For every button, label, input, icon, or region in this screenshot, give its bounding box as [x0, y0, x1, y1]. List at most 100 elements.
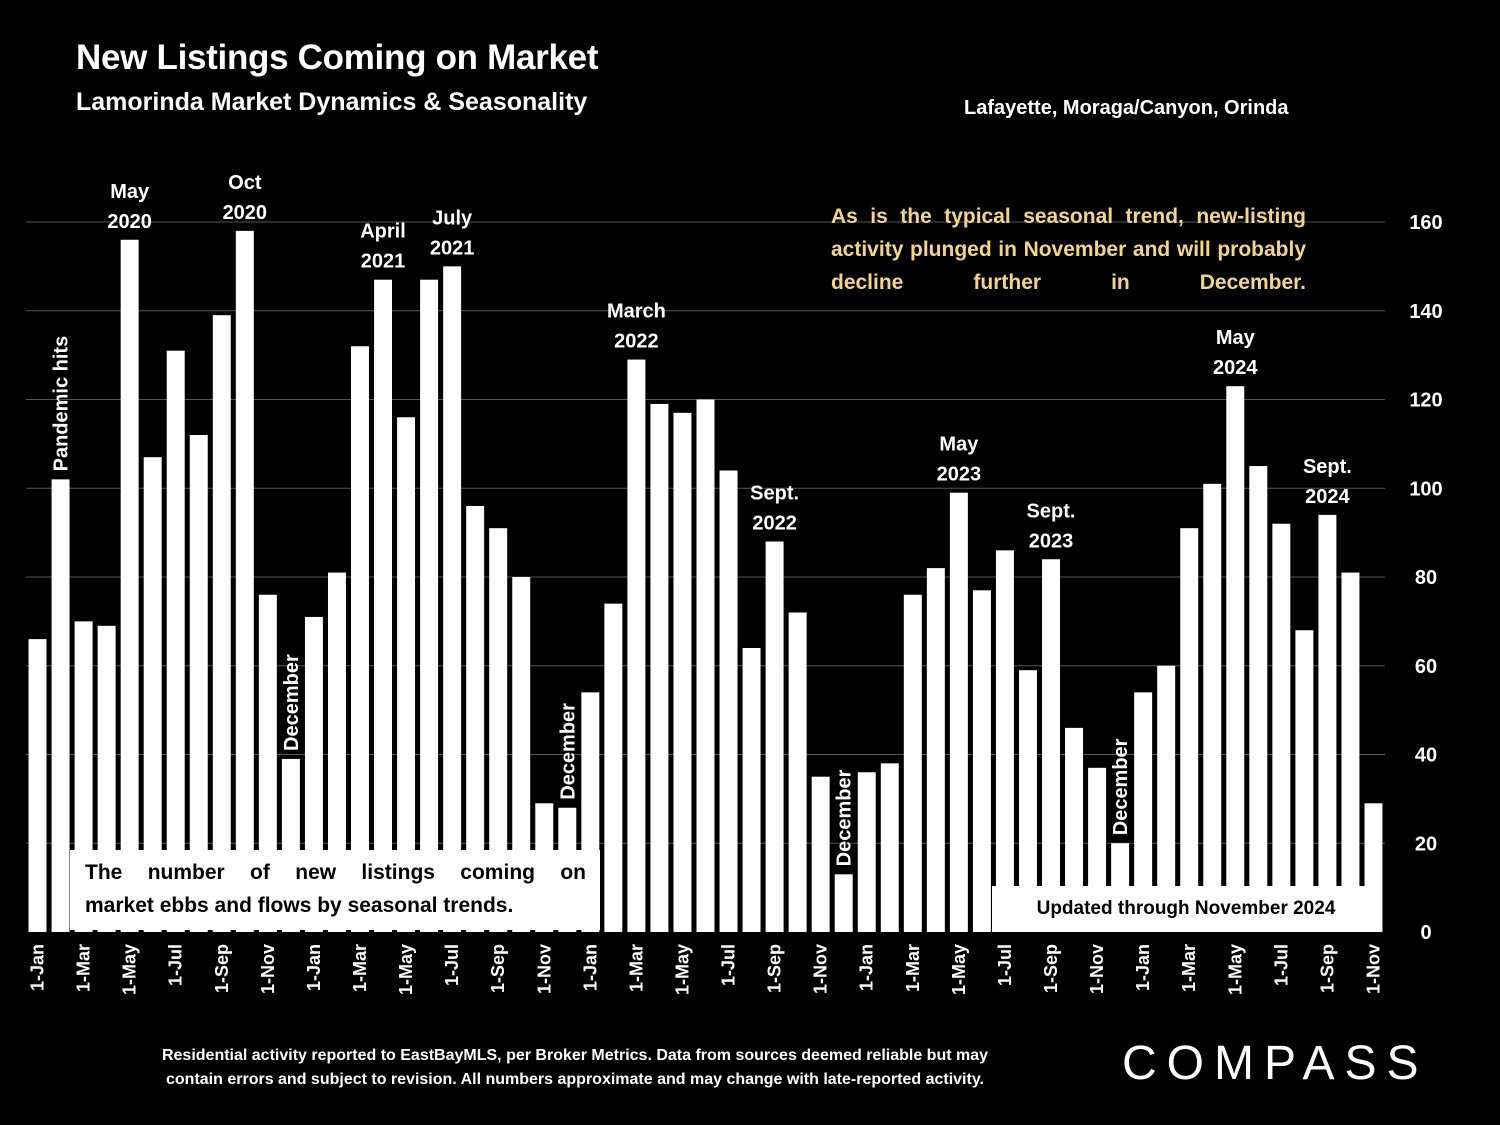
- bar: [949, 492, 968, 932]
- bar: [28, 639, 47, 932]
- seasonal-trend-note: As is the typical seasonal trend, new-li…: [831, 205, 1306, 294]
- bar: [1341, 572, 1360, 932]
- bar-annotation: December: [281, 654, 303, 751]
- bar: [1295, 630, 1314, 932]
- bar-annotation: May 2024: [1213, 327, 1258, 379]
- x-tick-label: 1-Mar: [1179, 944, 1199, 992]
- x-tick-label: 1-Mar: [74, 944, 94, 992]
- bar: [811, 776, 830, 932]
- source-footnote-line2: contain errors and subject to revision. …: [166, 1071, 984, 1088]
- bar-annotation: April 2021: [360, 221, 406, 273]
- bar: [995, 550, 1014, 932]
- bar: [650, 403, 669, 932]
- y-tick-label: 160: [1409, 212, 1442, 234]
- y-tick-label: 120: [1409, 390, 1442, 412]
- x-tick-label: 1-Sep: [765, 944, 785, 993]
- x-tick-label: 1-Nov: [1087, 944, 1107, 994]
- x-tick-label: 1-Sep: [212, 944, 232, 993]
- bar: [397, 417, 416, 932]
- bar: [512, 577, 531, 932]
- bar: [834, 874, 853, 932]
- bar: [880, 763, 899, 932]
- bar-annotation: Sept. 2022: [750, 483, 799, 535]
- y-tick-label: 140: [1409, 301, 1442, 323]
- x-tick-label: 1-Nov: [1363, 944, 1383, 994]
- bar-annotation: December: [834, 769, 856, 866]
- bar: [788, 612, 807, 932]
- chart-subtitle: Lamorinda Market Dynamics & Seasonality: [76, 88, 588, 116]
- bar: [1180, 528, 1199, 932]
- y-tick-label: 80: [1415, 567, 1437, 589]
- bar: [189, 435, 208, 932]
- bar: [742, 648, 761, 932]
- bar-annotation: Sept. 2024: [1303, 456, 1352, 508]
- bar: [1157, 665, 1176, 932]
- bar: [1226, 386, 1245, 932]
- bar: [235, 230, 254, 932]
- bar: [765, 541, 784, 932]
- bar: [1134, 692, 1153, 932]
- bar: [143, 457, 162, 932]
- region-label: Lafayette, Moraga/Canyon, Orinda: [964, 97, 1289, 119]
- bar-annotation: May 2023: [937, 434, 982, 486]
- source-footnote-line1: Residential activity reported to EastBay…: [161, 1047, 989, 1064]
- x-tick-label: 1-Jul: [166, 944, 186, 986]
- bar: [1318, 514, 1337, 932]
- y-tick-label: 20: [1415, 833, 1437, 855]
- ebb-flow-note-line2: market ebbs and flows by seasonal trends…: [85, 894, 514, 917]
- bar: [627, 359, 646, 932]
- y-tick-label: 0: [1420, 922, 1431, 944]
- ebb-flow-note-line1: The number of new listings coming on: [85, 861, 586, 884]
- x-tick-label: 1-May: [949, 944, 969, 995]
- x-tick-label: 1-Sep: [1317, 944, 1337, 993]
- x-tick-label: 1-Jan: [304, 944, 324, 991]
- bar: [420, 279, 439, 932]
- bar: [51, 479, 70, 932]
- x-tick-label: 1-Mar: [626, 944, 646, 992]
- x-tick-label: 1-Jul: [995, 944, 1015, 986]
- x-tick-label: 1-Jan: [28, 944, 48, 991]
- x-tick-label: 1-May: [1225, 944, 1245, 995]
- chart-title: New Listings Coming on Market: [76, 38, 599, 77]
- x-tick-label: 1-May: [396, 944, 416, 995]
- x-tick-label: 1-Jan: [1133, 944, 1153, 991]
- bar: [466, 506, 485, 932]
- bar: [120, 239, 139, 932]
- bar: [1249, 466, 1268, 932]
- bar: [903, 594, 922, 932]
- bar: [1065, 727, 1084, 932]
- bar: [258, 594, 277, 932]
- x-tick-label: 1-Sep: [488, 944, 508, 993]
- bar: [212, 315, 231, 932]
- x-tick-label: 1-Mar: [350, 944, 370, 992]
- bar: [857, 772, 876, 932]
- bar-annotation: December: [1110, 738, 1132, 835]
- bar: [166, 350, 185, 932]
- bar: [604, 603, 623, 932]
- x-tick-label: 1-May: [120, 944, 140, 995]
- x-tick-label: 1-Nov: [811, 944, 831, 994]
- x-tick-label: 1-Nov: [258, 944, 278, 994]
- bar-annotation: Sept. 2023: [1027, 500, 1076, 552]
- bar-annotation: December: [557, 703, 579, 800]
- y-tick-label: 60: [1415, 656, 1437, 678]
- y-tick-label: 40: [1415, 745, 1437, 767]
- source-footnote: Residential activity reported to EastBay…: [60, 1044, 1090, 1092]
- bar: [1203, 483, 1222, 932]
- bar: [673, 412, 692, 932]
- bar: [926, 568, 945, 932]
- x-tick-label: 1-Jan: [857, 944, 877, 991]
- bar: [351, 346, 369, 932]
- x-tick-label: 1-Jul: [1271, 944, 1291, 986]
- x-tick-label: 1-Jul: [442, 944, 462, 986]
- bar: [972, 590, 991, 932]
- ebb-flow-note: The number of new listings coming on mar…: [70, 850, 600, 930]
- bar: [489, 528, 508, 932]
- bar-annotation: March 2022: [607, 301, 666, 353]
- bar-annotation: July 2021: [430, 207, 475, 259]
- compass-logo: COMPASS: [1122, 1037, 1429, 1090]
- x-tick-label: 1-Jul: [719, 944, 739, 986]
- x-tick-label: 1-Sep: [1041, 944, 1061, 993]
- bar: [719, 470, 738, 932]
